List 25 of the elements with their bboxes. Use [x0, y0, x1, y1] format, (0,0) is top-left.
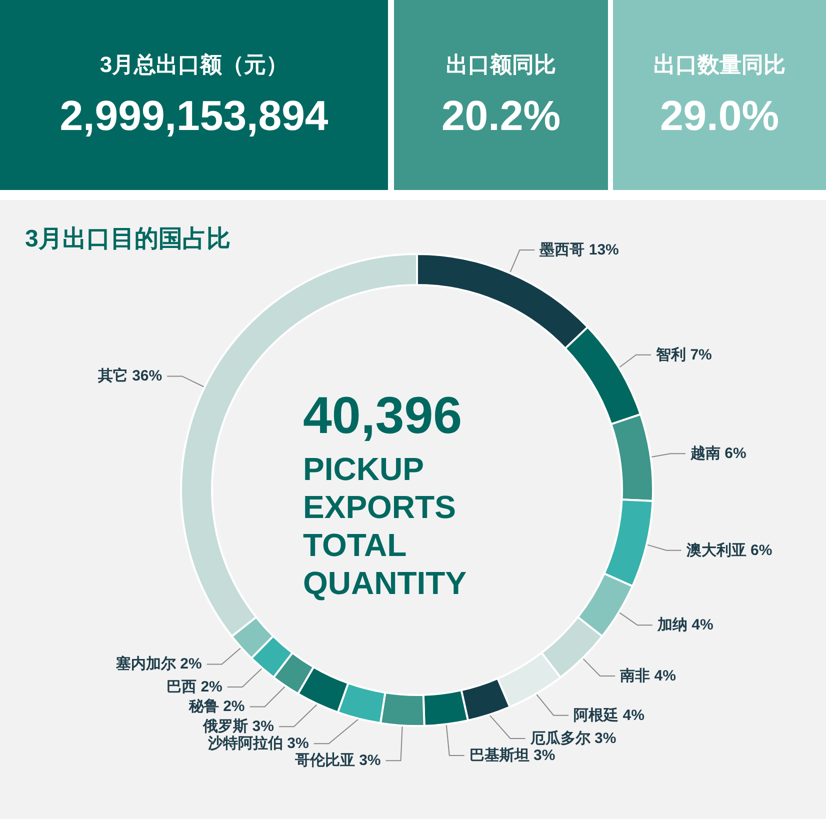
text: 20.2% — [440, 92, 562, 140]
slice-label: 阿根廷 4% — [574, 706, 644, 724]
slice-label: 南非 4% — [619, 667, 676, 684]
slice-label: 加纳 4% — [656, 616, 714, 634]
slice-label: 巴基斯坦 3% — [469, 746, 556, 764]
slice-label: 沙特阿拉伯 3% — [206, 735, 309, 752]
slice-label: 塞内加尔 2% — [114, 654, 202, 673]
slice-label: 哥伦比亚 3% — [294, 752, 381, 770]
text: PICKUP EXPORTS TOTAL QUANTITY — [303, 451, 467, 601]
chart-title: 3月出口目的国占比 — [25, 226, 230, 252]
slice-label: 墨西哥 13% — [538, 242, 619, 259]
text: 出口额同比 — [445, 51, 557, 79]
text: 40,396 — [303, 387, 462, 445]
slice-label: 秘鲁 2% — [188, 698, 245, 716]
slice-label: 巴西 2% — [166, 678, 222, 696]
slice-label: 澳大利亚 6% — [685, 542, 772, 559]
text: 出口数量同比 — [652, 51, 786, 79]
slice-label: 其它 36% — [96, 366, 162, 385]
slice-label: 厄瓜多尔 3% — [529, 730, 616, 747]
slice-label: 智利 7% — [655, 346, 712, 364]
text: 29.0% — [658, 92, 780, 140]
text: 3月总出口额（元） — [98, 51, 290, 79]
slice-label: 俄罗斯 3% — [202, 718, 274, 736]
text: 2,999,153,894 — [58, 92, 330, 140]
slice-label: 越南 6% — [689, 445, 746, 462]
